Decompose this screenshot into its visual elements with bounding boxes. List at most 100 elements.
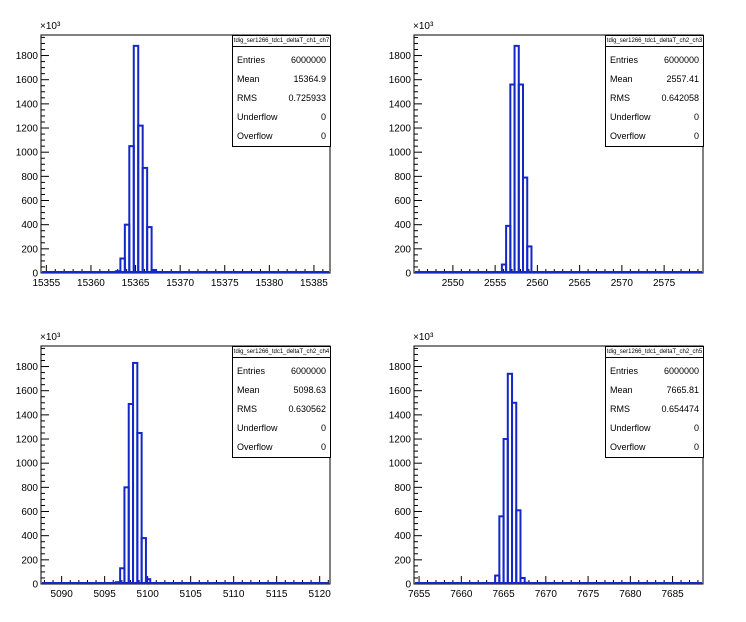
y-tick-label: 600 xyxy=(394,507,411,518)
x-tick-label: 15370 xyxy=(166,278,194,289)
histogram-plot: 0 200 400 600 800 1000 1200 1400 1600 1800 ×10³ 509… xyxy=(16,332,331,600)
histogram-bin xyxy=(146,226,153,273)
x-tick-label: 15375 xyxy=(211,278,239,289)
y-tick-label: 1400 xyxy=(389,99,412,110)
y-tick-label: 1000 xyxy=(389,148,412,159)
stats-value: 0 xyxy=(693,442,699,452)
x-tick-label: 7675 xyxy=(577,589,600,600)
y-tick-label: 1600 xyxy=(389,75,412,86)
histogram-bin xyxy=(144,578,152,584)
y-tick-label: 1800 xyxy=(16,362,39,373)
stats-label: Entries xyxy=(610,366,639,376)
stats-value: 7665.81 xyxy=(666,385,699,395)
x-tick-label: 5115 xyxy=(266,589,288,600)
y-tick-label: 1800 xyxy=(389,51,412,62)
stats-value: 0.654474 xyxy=(661,404,699,414)
histogram-bin xyxy=(515,509,522,584)
stats-label: Overflow xyxy=(610,131,646,141)
histogram-plot: 0 200 400 600 800 1000 1200 1400 1600 1800 ×10³ 765… xyxy=(389,332,704,600)
y-tick-label: 200 xyxy=(21,555,38,566)
y-tick-label: 1000 xyxy=(16,459,39,470)
stats-value: 6000000 xyxy=(663,366,699,376)
y-tick-label: 400 xyxy=(21,531,38,542)
stats-label: RMS xyxy=(610,93,630,103)
y-exponent-label: ×10³ xyxy=(40,332,61,343)
stats-value: 5098.63 xyxy=(293,385,326,395)
stats-box: tdig_ser1266_tdc1_deltaT_ch2_ch5 Entries 6… xyxy=(605,346,704,458)
y-tick-label: 1000 xyxy=(389,459,412,470)
stats-label: Overflow xyxy=(610,442,646,452)
x-tick-label: 5110 xyxy=(223,589,245,600)
y-tick-label: 1400 xyxy=(16,410,39,421)
x-tick-label: 2565 xyxy=(569,278,592,289)
stats-label: Underflow xyxy=(237,423,278,433)
y-tick-label: 1400 xyxy=(16,99,39,110)
stats-box: tdig_ser1266_tdc1_deltaT_ch2_ch3 Entries 6… xyxy=(605,35,704,147)
histogram-pad-ch1-ch7: 0 200 400 600 800 1000 1200 1400 1600 1800 ×10³ 153… xyxy=(0,0,373,311)
y-exponent-label: ×10³ xyxy=(40,21,61,32)
stats-label: Underflow xyxy=(237,112,278,122)
y-tick-label: 200 xyxy=(394,244,411,255)
y-tick-label: 1600 xyxy=(16,75,39,86)
y-tick-label: 1200 xyxy=(389,124,412,135)
stats-value: 6000000 xyxy=(290,55,326,65)
x-tick-label: 7660 xyxy=(450,589,473,600)
stats-value: 0 xyxy=(693,423,699,433)
y-tick-label: 800 xyxy=(394,483,411,494)
stats-label: Mean xyxy=(237,74,260,84)
y-tick-label: 0 xyxy=(405,580,411,591)
x-tick-label: 5095 xyxy=(94,589,117,600)
histogram-bin xyxy=(140,537,147,584)
stats-value: 2557.41 xyxy=(666,74,699,84)
histogram-plot: 0 200 400 600 800 1000 1200 1400 1600 1800 ×10³ 153… xyxy=(16,21,331,289)
y-tick-label: 800 xyxy=(21,483,38,494)
stats-label: RMS xyxy=(610,404,630,414)
histogram-pad-ch2-ch4: 0 200 400 600 800 1000 1200 1400 1600 1800 ×10³ 509… xyxy=(0,311,373,622)
x-tick-label: 15385 xyxy=(300,278,328,289)
stats-value: 0 xyxy=(320,423,326,433)
y-tick-label: 600 xyxy=(21,196,38,207)
y-tick-label: 400 xyxy=(394,220,411,231)
stats-value: 0 xyxy=(320,131,326,141)
stats-title: tdig_ser1266_tdc1_deltaT_ch2_ch5 xyxy=(606,347,703,358)
stats-label: Entries xyxy=(237,55,266,65)
histogram-bin xyxy=(522,176,529,274)
histogram-bin xyxy=(141,166,149,273)
stats-label: Mean xyxy=(610,74,633,84)
y-tick-label: 1200 xyxy=(389,435,412,446)
x-tick-label: 2555 xyxy=(484,278,507,289)
y-tick-label: 600 xyxy=(394,196,411,207)
x-tick-label: 5090 xyxy=(51,589,74,600)
x-tick-label: 7685 xyxy=(661,589,684,600)
stats-label: RMS xyxy=(237,93,257,103)
histogram-pad-ch2-ch3: 0 200 400 600 800 1000 1200 1400 1600 1800 ×10³ 255… xyxy=(373,0,746,311)
y-tick-label: 0 xyxy=(405,269,411,280)
histogram-bin xyxy=(526,245,533,274)
stats-label: Mean xyxy=(610,385,633,395)
stats-value: 0.630562 xyxy=(288,404,326,414)
x-tick-label: 7665 xyxy=(492,589,515,600)
stats-label: Underflow xyxy=(610,423,651,433)
y-tick-label: 1800 xyxy=(16,51,39,62)
x-tick-label: 7655 xyxy=(408,589,431,600)
x-tick-label: 5100 xyxy=(137,589,160,600)
stats-box: tdig_ser1266_tdc1_deltaT_ch1_ch7 Entries 6… xyxy=(232,35,331,147)
x-tick-label: 7680 xyxy=(619,589,642,600)
stats-value: 0 xyxy=(320,112,326,122)
stats-value: 15364.9 xyxy=(293,74,326,84)
stats-label: Underflow xyxy=(610,112,651,122)
y-tick-label: 1800 xyxy=(389,362,412,373)
stats-value: 0 xyxy=(693,112,699,122)
stats-title: tdig_ser1266_tdc1_deltaT_ch2_ch4 xyxy=(233,347,330,358)
stats-value: 0 xyxy=(693,131,699,141)
y-tick-label: 1200 xyxy=(16,124,39,135)
histogram-bin xyxy=(511,401,518,584)
stats-label: Overflow xyxy=(237,442,273,452)
stats-label: Entries xyxy=(237,366,266,376)
y-tick-label: 200 xyxy=(21,244,38,255)
stats-label: Overflow xyxy=(237,131,273,141)
x-tick-label: 15365 xyxy=(122,278,150,289)
y-tick-label: 1000 xyxy=(16,148,39,159)
stats-title: tdig_ser1266_tdc1_deltaT_ch1_ch7 xyxy=(233,36,330,47)
x-tick-label: 2570 xyxy=(611,278,634,289)
